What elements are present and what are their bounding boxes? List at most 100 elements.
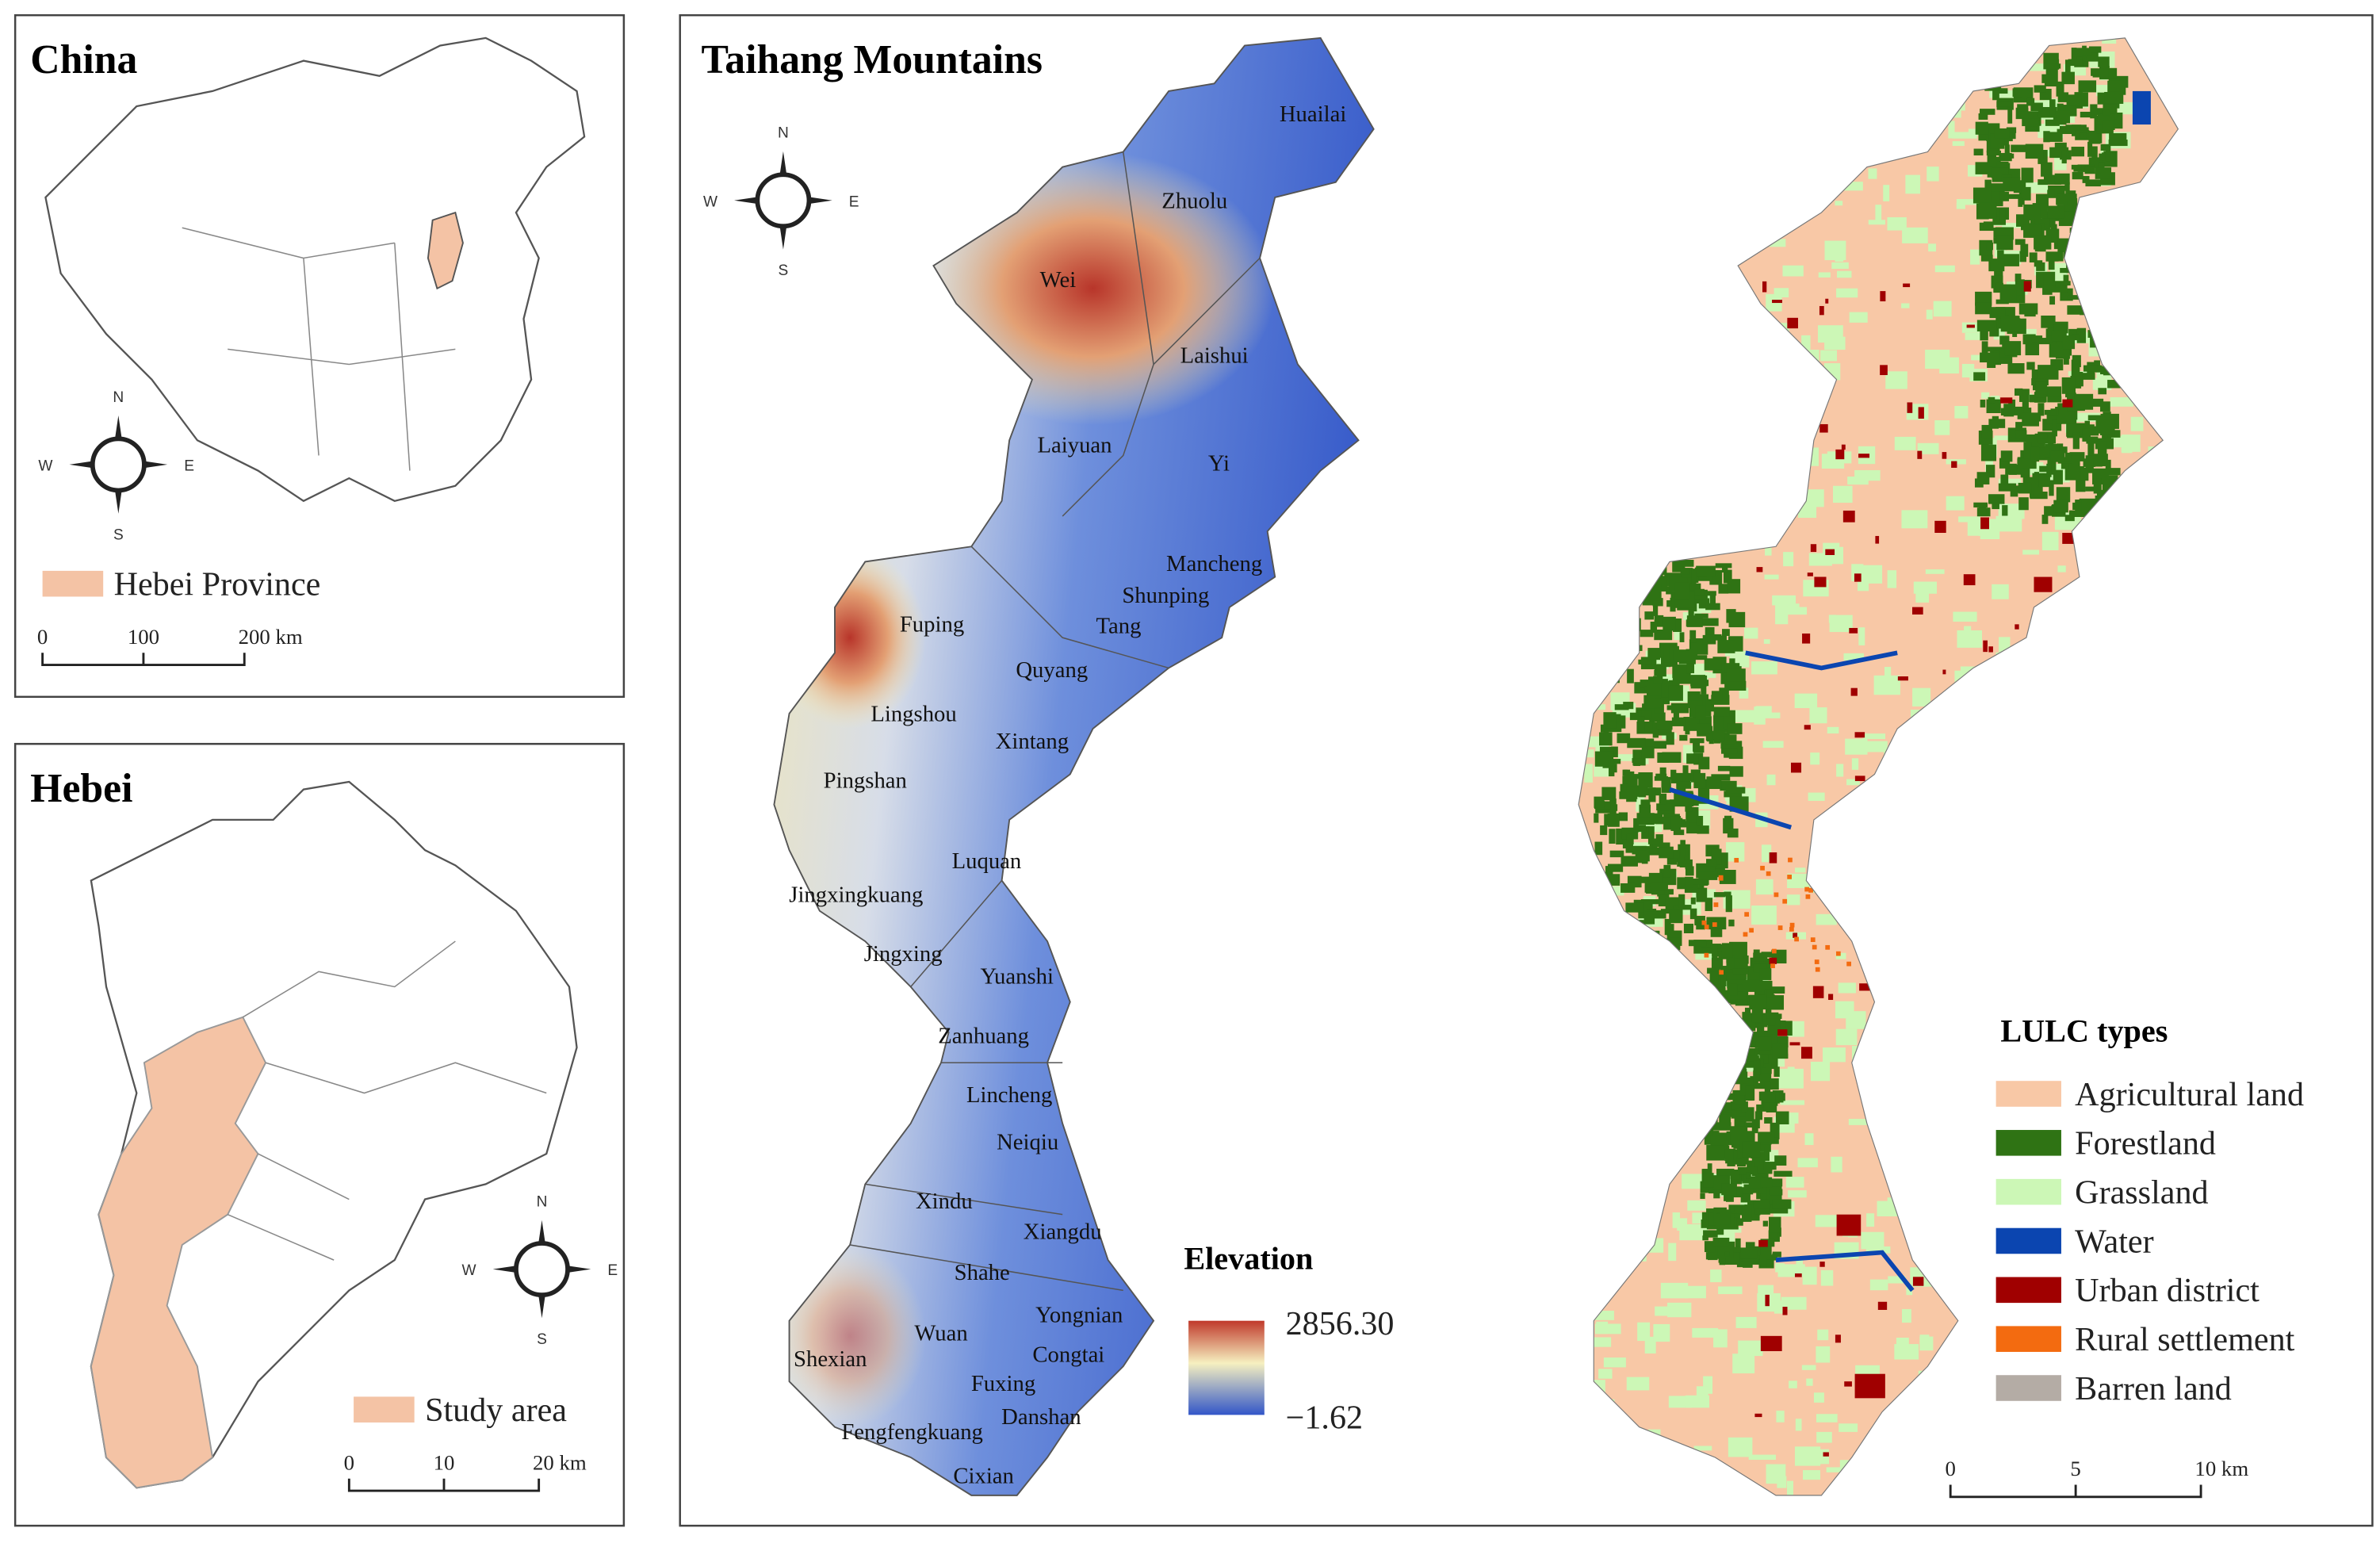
grass-patch bbox=[2024, 328, 2037, 338]
forest-patch bbox=[1731, 984, 1747, 994]
rural-patch bbox=[1743, 932, 1748, 937]
grass-patch bbox=[1843, 653, 1864, 661]
grass-patch bbox=[1582, 749, 1594, 758]
forest-patch bbox=[1766, 1017, 1776, 1026]
forest-patch bbox=[2090, 104, 2098, 119]
forest-patch bbox=[1654, 615, 1664, 627]
grass-patch bbox=[1794, 693, 1818, 709]
forest-patch bbox=[1650, 622, 1658, 634]
forest-patch bbox=[2041, 315, 2056, 328]
urban-patch bbox=[1790, 762, 1802, 773]
compass-e: E bbox=[184, 458, 194, 475]
grass-patch bbox=[1894, 436, 1916, 450]
grass-patch bbox=[1672, 1212, 1681, 1228]
forest-patch bbox=[2084, 468, 2095, 473]
forest-patch bbox=[1708, 739, 1714, 745]
lulc-title: LULC types bbox=[2000, 1013, 2168, 1048]
forest-patch bbox=[1980, 327, 1988, 341]
forest-patch bbox=[1724, 1149, 1734, 1162]
urban-patch bbox=[1911, 607, 1923, 615]
grass-patch bbox=[1926, 309, 1933, 320]
forest-patch bbox=[1749, 994, 1770, 1010]
grass-patch bbox=[1833, 485, 1853, 504]
grass-patch bbox=[1731, 710, 1755, 723]
forest-patch bbox=[2025, 144, 2044, 159]
forest-patch bbox=[1647, 909, 1666, 919]
scale-line bbox=[41, 653, 246, 667]
urban-patch bbox=[1810, 544, 1817, 553]
forest-patch bbox=[1670, 769, 1677, 780]
urban-district bbox=[1854, 1373, 1885, 1399]
forest-patch bbox=[1772, 1199, 1792, 1209]
grass-patch bbox=[1591, 1311, 1614, 1320]
forest-patch bbox=[2012, 88, 2022, 98]
forest-patch bbox=[2045, 251, 2059, 262]
forest-patch bbox=[1638, 659, 1652, 664]
forest-patch bbox=[1721, 1183, 1737, 1196]
forest-patch bbox=[1623, 702, 1634, 710]
rural-patch bbox=[1734, 857, 1739, 863]
main-panel bbox=[679, 13, 2374, 1527]
forest-patch bbox=[1996, 101, 2011, 107]
forest-patch bbox=[1701, 947, 1713, 953]
forest-patch bbox=[1770, 1189, 1783, 1196]
forest-patch bbox=[1742, 1012, 1751, 1023]
forest-patch bbox=[1679, 860, 1687, 867]
forest-patch bbox=[1770, 1122, 1780, 1139]
rural-patch bbox=[1808, 887, 1814, 893]
forest-patch bbox=[1683, 717, 1700, 731]
grass-patch bbox=[1674, 631, 1684, 641]
forest-patch bbox=[1655, 699, 1664, 708]
rural-patch bbox=[1789, 927, 1794, 932]
forest-patch bbox=[2057, 457, 2072, 464]
forest-patch bbox=[1758, 1173, 1767, 1180]
forest-patch bbox=[1689, 630, 1697, 643]
forest-patch bbox=[1721, 563, 1728, 573]
grass-patch bbox=[1766, 774, 1776, 786]
forest-patch bbox=[1719, 1258, 1726, 1266]
urban-patch bbox=[1980, 517, 1989, 530]
forest-patch bbox=[1695, 705, 1706, 720]
forest-patch bbox=[1975, 121, 1988, 135]
forest-patch bbox=[1994, 266, 2003, 281]
forest-patch bbox=[2046, 463, 2052, 477]
forest-patch bbox=[1672, 664, 1689, 678]
forest-patch bbox=[2103, 109, 2111, 116]
forest-patch bbox=[2002, 505, 2008, 516]
forest-patch bbox=[1638, 876, 1657, 883]
grass-patch bbox=[1820, 1269, 1834, 1286]
forest-patch bbox=[1695, 598, 1710, 604]
forest-patch bbox=[1689, 879, 1709, 885]
grass-patch bbox=[1839, 1423, 1858, 1432]
forest-patch bbox=[1659, 799, 1677, 805]
grass-patch bbox=[1823, 1047, 1846, 1063]
grass-patch bbox=[1703, 1376, 1713, 1394]
forest-patch bbox=[1718, 584, 1729, 594]
forest-patch bbox=[2065, 392, 2076, 398]
forest-patch bbox=[2085, 179, 2101, 187]
forest-patch bbox=[1720, 974, 1727, 987]
forest-patch bbox=[2064, 452, 2072, 461]
urban-patch bbox=[1942, 669, 1946, 675]
forest-patch bbox=[2015, 279, 2025, 296]
forest-patch bbox=[1693, 745, 1705, 753]
grass-patch bbox=[1956, 203, 1965, 209]
forest-patch bbox=[2072, 502, 2082, 511]
elevation-min: −1.62 bbox=[1286, 1400, 1363, 1437]
grass-patch bbox=[2075, 412, 2100, 422]
forest-patch bbox=[1771, 986, 1785, 994]
rural-patch bbox=[1749, 928, 1754, 933]
forest-patch bbox=[1748, 1176, 1763, 1189]
legend-swatch bbox=[42, 570, 104, 597]
scale-label: 10 bbox=[434, 1450, 455, 1474]
grass-patch bbox=[1653, 1323, 1670, 1342]
legend-label: Study area bbox=[425, 1392, 567, 1429]
grass-patch bbox=[1764, 574, 1779, 580]
grass-patch bbox=[1809, 707, 1827, 724]
legend-swatch bbox=[1995, 1178, 2061, 1205]
forest-patch bbox=[1663, 645, 1670, 661]
forest-patch bbox=[1671, 717, 1686, 726]
forest-patch bbox=[2109, 132, 2127, 140]
